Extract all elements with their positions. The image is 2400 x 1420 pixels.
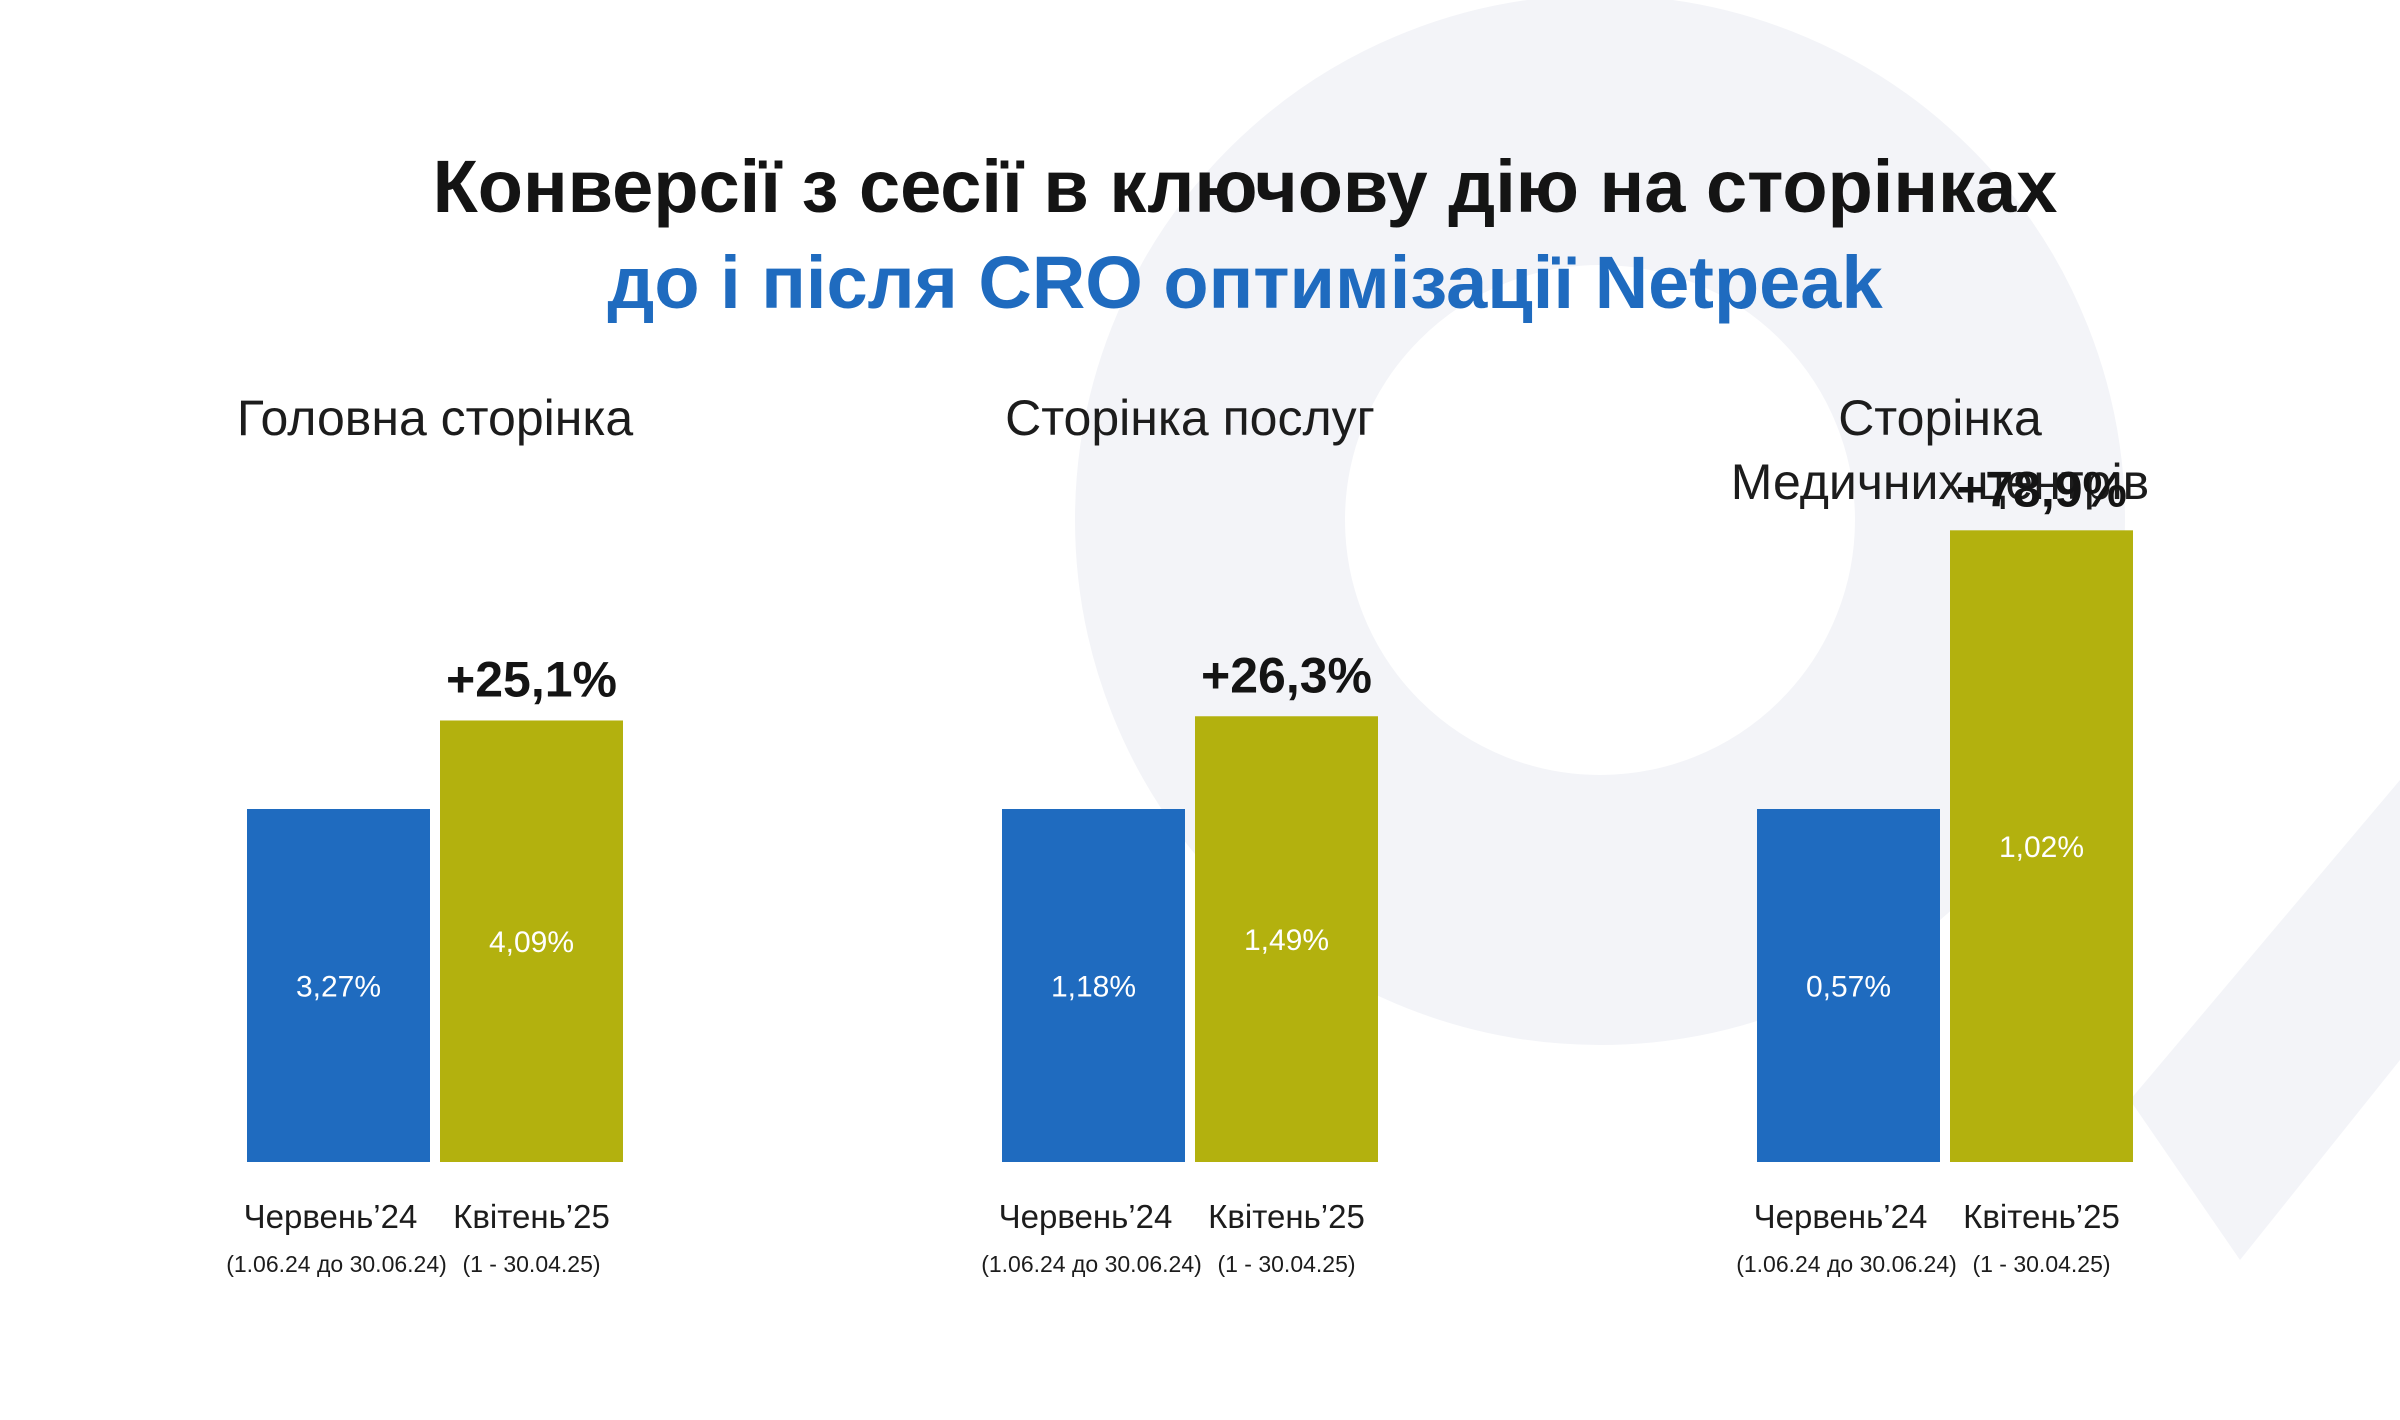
bar-after [440,720,623,1162]
panel-title-services: Сторінка послуг [870,386,1510,450]
change-label: +78,9% [1956,461,2127,517]
x-tick-label: Квітень’25 [1208,1198,1365,1235]
x-period-label: (1 - 30.04.25) [1217,1251,1355,1277]
bar-before [247,809,430,1162]
panel-title-home: Головна сторінка [115,386,755,450]
x-period-label: (1.06.24 до 30.06.24) [226,1251,447,1277]
bar-after [1195,716,1378,1162]
bar-value-label: 0,57% [1806,971,1891,1004]
x-period-label: (1 - 30.04.25) [462,1251,600,1277]
x-period-label: (1.06.24 до 30.06.24) [1736,1251,1957,1277]
bar-before [1757,809,1940,1162]
change-label: +25,1% [446,651,617,707]
bar-value-label: 1,18% [1051,971,1136,1004]
change-label: +26,3% [1201,647,1372,703]
x-tick-label: Квітень’25 [1963,1198,2120,1235]
panel-title-medical-centers: Сторінка Медичних центрів [1620,386,2260,514]
chart-home: 3,27% Червень’24 (1.06.24 до 30.06.24) 4,09… [226,651,623,1277]
bar-value-label: 1,02% [1999,831,2084,864]
chart-medical-centers: 0,57% Червень’24 (1.06.24 до 30.06.24) 1,02… [1736,461,2133,1277]
panel-title-line: Медичних центрів [1730,454,2150,510]
x-tick-label: Червень’24 [999,1198,1173,1235]
bar-value-label: 1,49% [1244,924,1329,957]
panel-title-line: Сторінка послуг [1005,390,1375,446]
bar-after [1950,530,2133,1162]
x-tick-label: Квітень’25 [453,1198,610,1235]
chart-services: 1,18% Червень’24 (1.06.24 до 30.06.24) 1,49… [981,647,1378,1277]
panel-title-line: Сторінка [1838,390,2042,446]
bar-value-label: 3,27% [296,971,381,1004]
x-tick-label: Червень’24 [244,1198,418,1235]
x-period-label: (1 - 30.04.25) [1972,1251,2110,1277]
panel-title-line: Головна сторінка [236,390,634,446]
bar-value-label: 4,09% [489,926,574,959]
x-tick-label: Червень’24 [1754,1198,1928,1235]
title-line-1: Конверсії з сесії в ключову дію на сторі… [432,145,2058,228]
x-period-label: (1.06.24 до 30.06.24) [981,1251,1202,1277]
title-line-2: до і після CRO оптимізації Netpeak [607,241,1883,324]
bar-before [1002,809,1185,1162]
